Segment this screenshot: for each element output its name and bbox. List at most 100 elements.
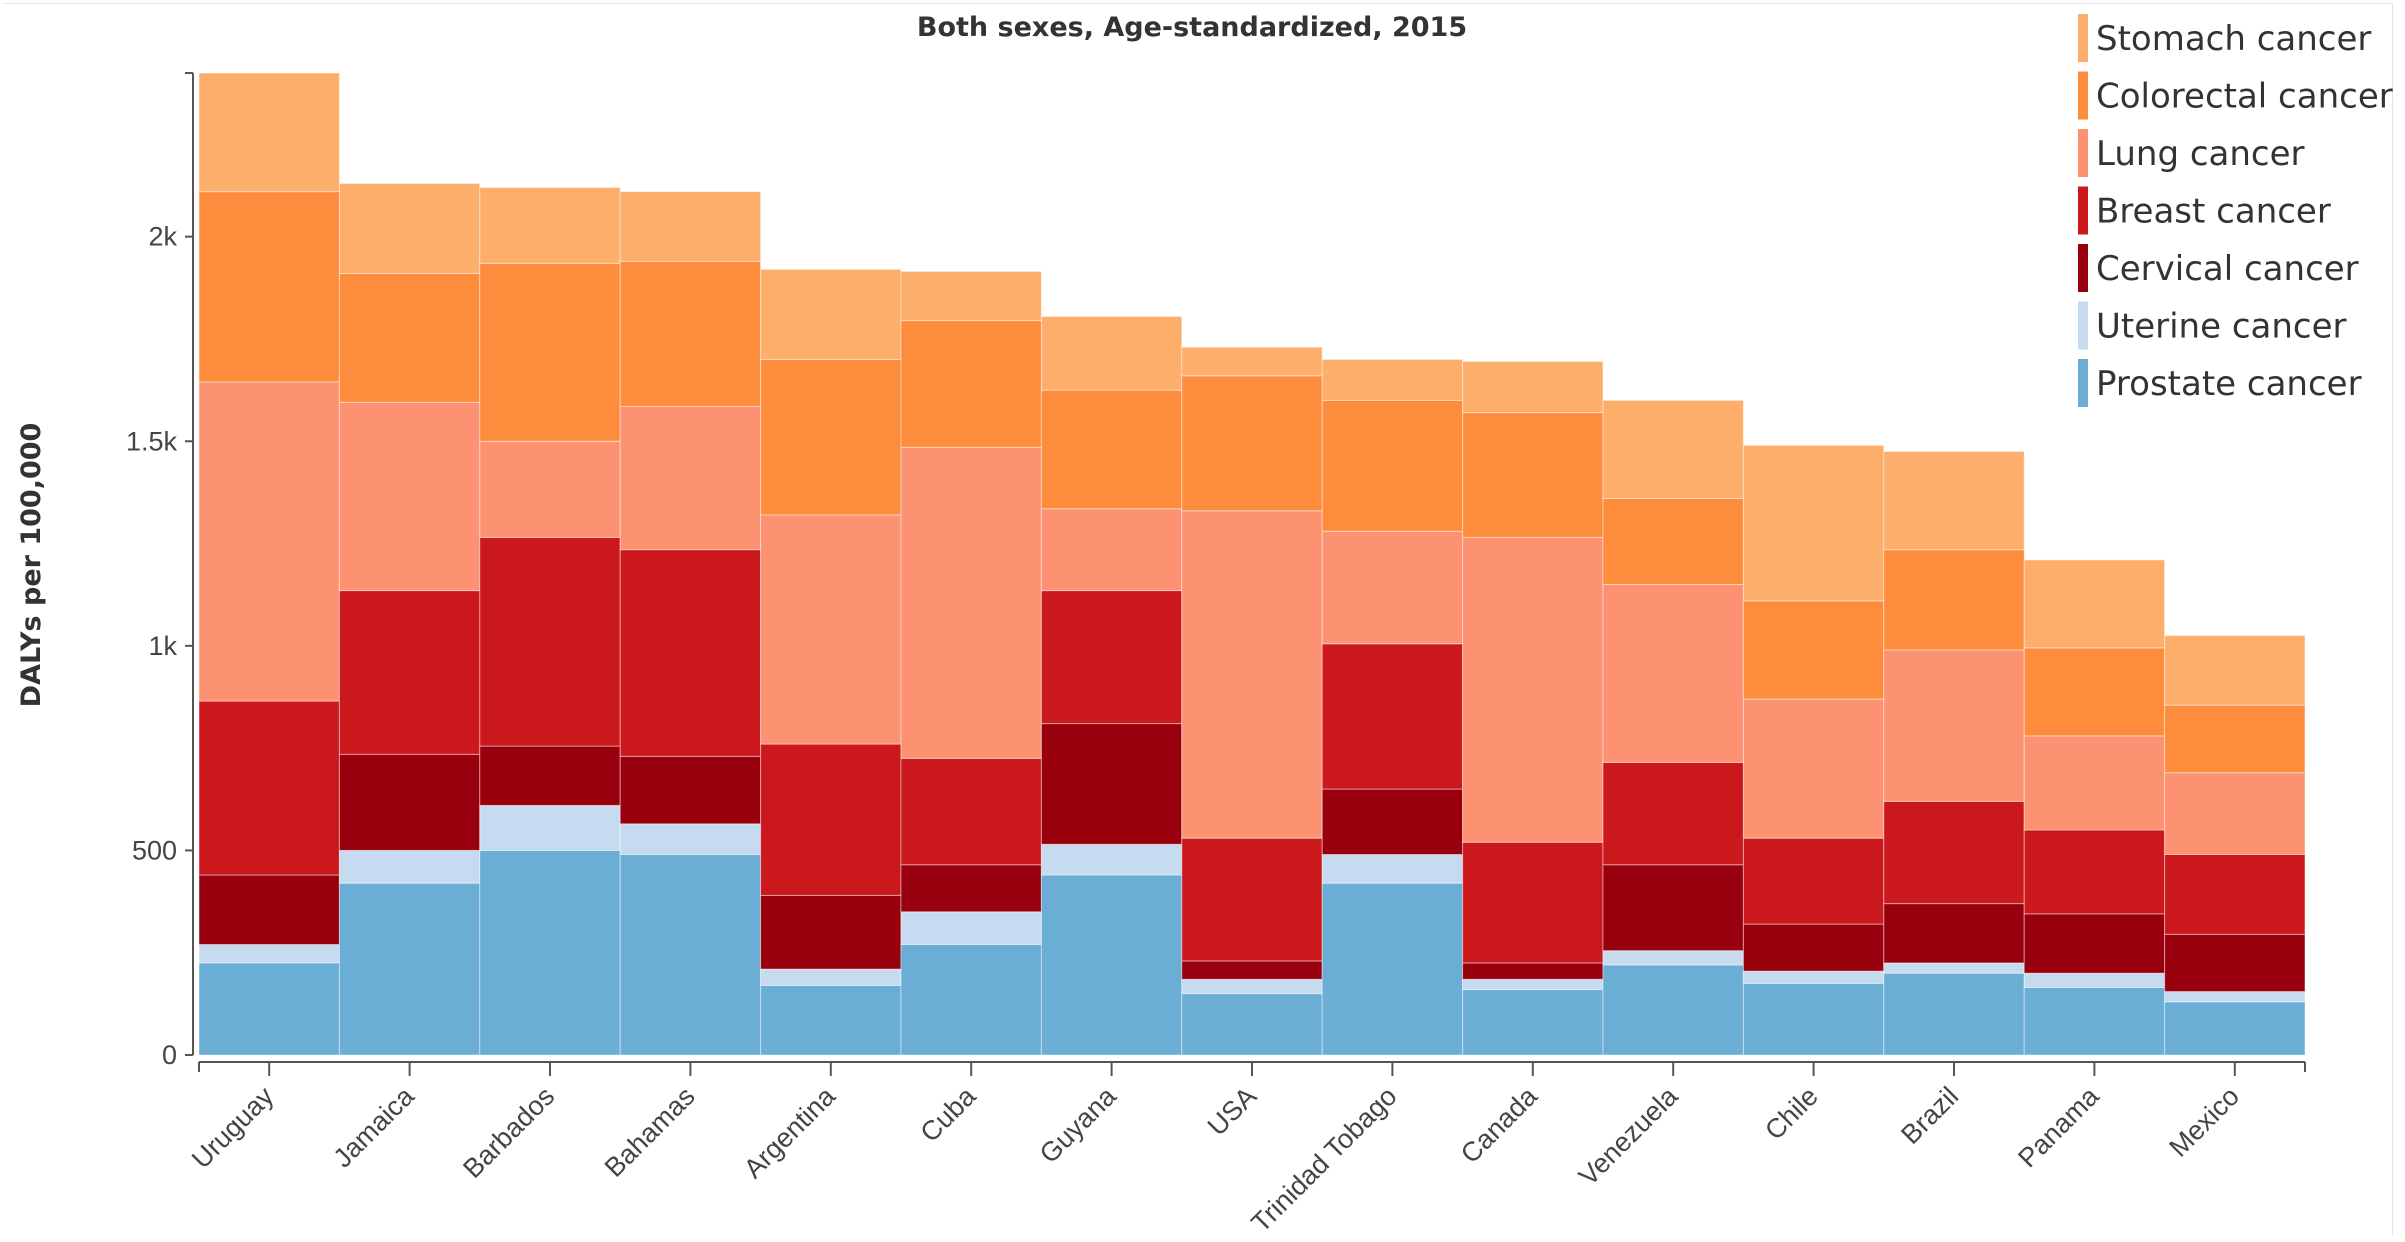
bar-venezuela-colorectal-cancer[interactable] bbox=[1603, 499, 1743, 585]
bar-bahamas-breast-cancer[interactable] bbox=[620, 550, 760, 757]
legend-item-uterine-cancer[interactable]: Uterine cancer bbox=[2096, 307, 2347, 347]
bar-venezuela-uterine-cancer[interactable] bbox=[1603, 951, 1743, 965]
bar-guyana-uterine-cancer[interactable] bbox=[1041, 844, 1181, 875]
bar-guyana-cervical-cancer[interactable] bbox=[1041, 724, 1181, 845]
bar-cuba-stomach-cancer[interactable] bbox=[901, 271, 1041, 320]
bar-argentina-cervical-cancer[interactable] bbox=[761, 895, 901, 969]
bar-panama-uterine-cancer[interactable] bbox=[2024, 973, 2164, 987]
bar-barbados-stomach-cancer[interactable] bbox=[480, 188, 620, 264]
bar-jamaica-stomach-cancer[interactable] bbox=[339, 183, 479, 273]
bar-mexico-stomach-cancer[interactable] bbox=[2165, 636, 2305, 706]
bar-argentina-colorectal-cancer[interactable] bbox=[761, 359, 901, 514]
bar-usa-breast-cancer[interactable] bbox=[1182, 838, 1322, 961]
bar-panama-breast-cancer[interactable] bbox=[2024, 830, 2164, 914]
bar-barbados-breast-cancer[interactable] bbox=[480, 537, 620, 746]
bar-usa-colorectal-cancer[interactable] bbox=[1182, 376, 1322, 511]
bar-trinidad-tobago-prostate-cancer[interactable] bbox=[1322, 883, 1462, 1055]
bar-venezuela-breast-cancer[interactable] bbox=[1603, 762, 1743, 864]
bar-trinidad-tobago-uterine-cancer[interactable] bbox=[1322, 855, 1462, 884]
bar-argentina-uterine-cancer[interactable] bbox=[761, 969, 901, 985]
bar-brazil-colorectal-cancer[interactable] bbox=[1884, 550, 2024, 650]
bar-argentina-lung-cancer[interactable] bbox=[761, 515, 901, 744]
bar-usa-uterine-cancer[interactable] bbox=[1182, 979, 1322, 993]
bar-chile-lung-cancer[interactable] bbox=[1743, 699, 1883, 838]
bar-usa-stomach-cancer[interactable] bbox=[1182, 347, 1322, 376]
bar-brazil-breast-cancer[interactable] bbox=[1884, 801, 2024, 903]
bar-brazil-prostate-cancer[interactable] bbox=[1884, 973, 2024, 1055]
bar-venezuela-prostate-cancer[interactable] bbox=[1603, 965, 1743, 1055]
bar-mexico-colorectal-cancer[interactable] bbox=[2165, 705, 2305, 773]
bar-guyana-prostate-cancer[interactable] bbox=[1041, 875, 1181, 1055]
bar-panama-cervical-cancer[interactable] bbox=[2024, 914, 2164, 973]
bar-uruguay-prostate-cancer[interactable] bbox=[199, 963, 339, 1055]
bar-panama-colorectal-cancer[interactable] bbox=[2024, 648, 2164, 736]
bar-uruguay-stomach-cancer[interactable] bbox=[199, 73, 339, 192]
bar-venezuela-cervical-cancer[interactable] bbox=[1603, 865, 1743, 951]
bar-trinidad-tobago-colorectal-cancer[interactable] bbox=[1322, 400, 1462, 531]
bar-bahamas-uterine-cancer[interactable] bbox=[620, 824, 760, 855]
legend-item-breast-cancer[interactable]: Breast cancer bbox=[2096, 192, 2331, 232]
bar-bahamas-stomach-cancer[interactable] bbox=[620, 192, 760, 262]
bar-uruguay-lung-cancer[interactable] bbox=[199, 382, 339, 701]
legend-item-prostate-cancer[interactable]: Prostate cancer bbox=[2096, 364, 2362, 404]
bar-guyana-breast-cancer[interactable] bbox=[1041, 591, 1181, 724]
bar-jamaica-breast-cancer[interactable] bbox=[339, 591, 479, 755]
bar-usa-prostate-cancer[interactable] bbox=[1182, 994, 1322, 1055]
bar-brazil-cervical-cancer[interactable] bbox=[1884, 904, 2024, 963]
bar-cuba-lung-cancer[interactable] bbox=[901, 447, 1041, 758]
legend-item-stomach-cancer[interactable]: Stomach cancer bbox=[2096, 19, 2371, 59]
bar-mexico-uterine-cancer[interactable] bbox=[2165, 992, 2305, 1002]
bar-venezuela-lung-cancer[interactable] bbox=[1603, 584, 1743, 762]
bar-jamaica-colorectal-cancer[interactable] bbox=[339, 273, 479, 402]
legend-item-cervical-cancer[interactable]: Cervical cancer bbox=[2096, 249, 2359, 289]
bar-canada-prostate-cancer[interactable] bbox=[1463, 990, 1603, 1055]
bar-canada-cervical-cancer[interactable] bbox=[1463, 963, 1603, 979]
bar-canada-colorectal-cancer[interactable] bbox=[1463, 413, 1603, 538]
bar-bahamas-prostate-cancer[interactable] bbox=[620, 855, 760, 1055]
bar-bahamas-lung-cancer[interactable] bbox=[620, 406, 760, 549]
bar-canada-lung-cancer[interactable] bbox=[1463, 537, 1603, 842]
bar-cuba-cervical-cancer[interactable] bbox=[901, 865, 1041, 912]
legend-item-colorectal-cancer[interactable]: Colorectal cancer bbox=[2096, 77, 2393, 117]
bar-cuba-uterine-cancer[interactable] bbox=[901, 912, 1041, 945]
bar-jamaica-cervical-cancer[interactable] bbox=[339, 754, 479, 850]
bar-trinidad-tobago-stomach-cancer[interactable] bbox=[1322, 359, 1462, 400]
bar-argentina-prostate-cancer[interactable] bbox=[761, 985, 901, 1055]
bar-bahamas-colorectal-cancer[interactable] bbox=[620, 261, 760, 406]
bar-mexico-lung-cancer[interactable] bbox=[2165, 773, 2305, 855]
bar-trinidad-tobago-cervical-cancer[interactable] bbox=[1322, 789, 1462, 854]
bar-brazil-stomach-cancer[interactable] bbox=[1884, 451, 2024, 549]
bar-brazil-lung-cancer[interactable] bbox=[1884, 650, 2024, 801]
bar-panama-prostate-cancer[interactable] bbox=[2024, 987, 2164, 1055]
bar-mexico-cervical-cancer[interactable] bbox=[2165, 934, 2305, 991]
bar-trinidad-tobago-breast-cancer[interactable] bbox=[1322, 644, 1462, 789]
bar-canada-breast-cancer[interactable] bbox=[1463, 842, 1603, 963]
bar-guyana-stomach-cancer[interactable] bbox=[1041, 316, 1181, 390]
bar-barbados-prostate-cancer[interactable] bbox=[480, 850, 620, 1055]
bar-chile-colorectal-cancer[interactable] bbox=[1743, 601, 1883, 699]
bar-chile-cervical-cancer[interactable] bbox=[1743, 924, 1883, 971]
bar-barbados-colorectal-cancer[interactable] bbox=[480, 263, 620, 441]
bar-barbados-uterine-cancer[interactable] bbox=[480, 805, 620, 850]
bar-uruguay-breast-cancer[interactable] bbox=[199, 701, 339, 875]
bar-usa-cervical-cancer[interactable] bbox=[1182, 961, 1322, 979]
bar-argentina-stomach-cancer[interactable] bbox=[761, 269, 901, 359]
bar-cuba-colorectal-cancer[interactable] bbox=[901, 321, 1041, 448]
bar-cuba-prostate-cancer[interactable] bbox=[901, 945, 1041, 1055]
bar-cuba-breast-cancer[interactable] bbox=[901, 758, 1041, 864]
bar-mexico-breast-cancer[interactable] bbox=[2165, 855, 2305, 935]
legend-item-lung-cancer[interactable]: Lung cancer bbox=[2096, 134, 2305, 174]
bar-chile-uterine-cancer[interactable] bbox=[1743, 971, 1883, 983]
bar-panama-lung-cancer[interactable] bbox=[2024, 736, 2164, 830]
bar-canada-uterine-cancer[interactable] bbox=[1463, 979, 1603, 989]
bar-bahamas-cervical-cancer[interactable] bbox=[620, 756, 760, 824]
bar-trinidad-tobago-lung-cancer[interactable] bbox=[1322, 531, 1462, 644]
bar-canada-stomach-cancer[interactable] bbox=[1463, 361, 1603, 412]
bar-guyana-lung-cancer[interactable] bbox=[1041, 509, 1181, 591]
bar-panama-stomach-cancer[interactable] bbox=[2024, 560, 2164, 648]
bar-mexico-prostate-cancer[interactable] bbox=[2165, 1002, 2305, 1055]
bar-argentina-breast-cancer[interactable] bbox=[761, 744, 901, 895]
bar-chile-breast-cancer[interactable] bbox=[1743, 838, 1883, 924]
bar-jamaica-uterine-cancer[interactable] bbox=[339, 850, 479, 883]
bar-uruguay-colorectal-cancer[interactable] bbox=[199, 192, 339, 382]
